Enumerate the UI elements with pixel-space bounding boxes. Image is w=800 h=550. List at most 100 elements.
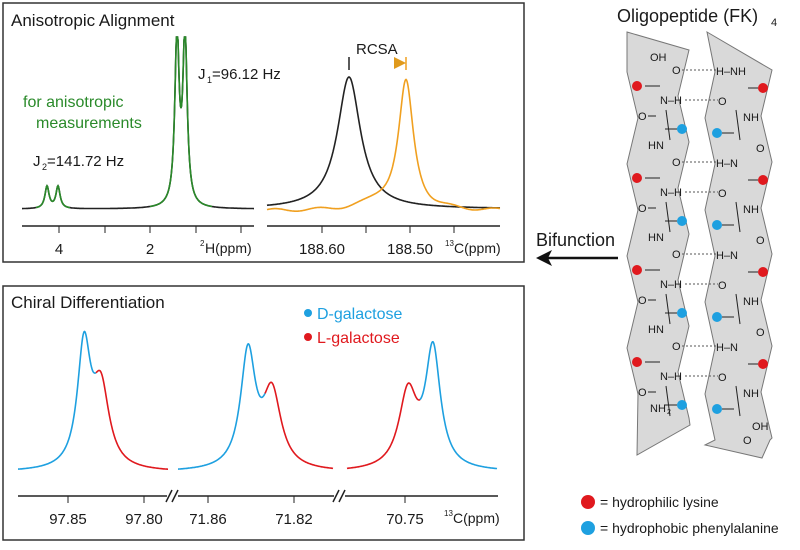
- phenylalanine-sphere: [677, 124, 687, 134]
- axis-unit: C(ppm): [453, 510, 500, 526]
- l-galactose-trace: [264, 381, 334, 470]
- j1-annotation: J 1 =96.12 Hz: [198, 66, 281, 85]
- 13c-spectrum: [266, 76, 501, 212]
- lysine-sphere: [632, 81, 642, 91]
- tick-label: 188.60: [299, 241, 345, 258]
- atom-label: N–H: [660, 187, 682, 199]
- phenylalanine-sphere: [712, 312, 722, 322]
- svg-text:J: J: [198, 66, 206, 83]
- d-galactose-trace: [419, 341, 498, 470]
- atom-label: O: [718, 280, 727, 292]
- axis-unit: H(ppm): [205, 240, 252, 256]
- axis-break-icon: [332, 489, 346, 503]
- chiral-axis: 97.85 97.80 71.86 71.82 70.75 13 C(ppm): [18, 489, 500, 528]
- atom-label: O: [638, 203, 647, 215]
- anisotropic-alignment-panel: Anisotropic Alignment for anisotropic me…: [2, 2, 525, 263]
- phenylalanine-sphere: [677, 216, 687, 226]
- tick-label: 4: [55, 241, 63, 258]
- svg-text:=96.12 Hz: =96.12 Hz: [212, 66, 281, 83]
- svg-text:1: 1: [207, 75, 212, 85]
- lysine-sphere: [758, 267, 768, 277]
- panel-title: Anisotropic Alignment: [11, 11, 175, 30]
- bond: [665, 201, 671, 233]
- phenylalanine-sphere: [712, 128, 722, 138]
- right-strand: [703, 31, 773, 459]
- atom-label: HN: [648, 232, 664, 244]
- atom-label: N–H: [660, 371, 682, 383]
- atom-label: HN: [648, 140, 664, 152]
- bond: [665, 109, 671, 141]
- legend-label: = hydrophilic lysine: [600, 494, 719, 510]
- atom-label: O: [638, 295, 647, 307]
- tick-label: 2: [146, 241, 154, 258]
- axis-unit: C(ppm): [454, 240, 501, 256]
- peptide-title: Oligopeptide (FK) 4: [617, 6, 777, 29]
- green-note-line1: for anisotropic: [23, 94, 124, 111]
- bifunction-annotation: Bifunction: [536, 230, 618, 266]
- atom-label: O: [718, 96, 727, 108]
- j2-doublet-trace: [35, 184, 70, 209]
- atom-label: O: [756, 235, 765, 247]
- arrow-head-icon: [394, 57, 406, 69]
- bond: [735, 201, 741, 233]
- atom-label: N–H: [660, 279, 682, 291]
- lysine-sphere: [632, 173, 642, 183]
- atom-label: NH 2: [650, 403, 671, 416]
- blue-dot-icon: [304, 309, 312, 317]
- bond: [665, 385, 671, 417]
- 2h-spectrum: [22, 36, 254, 210]
- atom-label: H–N: [716, 342, 738, 354]
- panel-frame: [2, 285, 525, 541]
- svg-text:Oligopeptide (FK): Oligopeptide (FK): [617, 6, 758, 26]
- atom-label: O: [718, 188, 727, 200]
- lysine-sphere: [758, 83, 768, 93]
- svg-text:13: 13: [444, 509, 453, 518]
- phenylalanine-sphere: [677, 308, 687, 318]
- atom-label: O: [672, 341, 681, 353]
- tick-label: 97.80: [125, 511, 163, 528]
- lysine-sphere: [632, 265, 642, 275]
- bond: [665, 293, 671, 325]
- atom-label: O: [743, 435, 752, 447]
- atom-label: O: [756, 327, 765, 339]
- tick-label: 188.50: [387, 241, 433, 258]
- atom-label: N–H: [660, 95, 682, 107]
- j1-doublet-trace: [149, 36, 213, 208]
- legend-label: L-galactose: [317, 330, 400, 347]
- atom-label: O: [756, 143, 765, 155]
- phenylalanine-sphere: [712, 220, 722, 230]
- enantiomer-legend: D-galactose L-galactose: [304, 306, 402, 347]
- j2-annotation: J 2 =141.72 Hz: [33, 153, 124, 172]
- red-dot-icon: [304, 333, 312, 341]
- panel-title: Chiral Differentiation: [11, 293, 165, 312]
- anisotropic-trace: [266, 78, 501, 212]
- atom-label: O: [638, 111, 647, 123]
- atom-label: O: [718, 372, 727, 384]
- 2h-axis: 4 2 2 H(ppm): [22, 225, 254, 258]
- phenylalanine-sphere: [677, 400, 687, 410]
- svg-text:RCSA: RCSA: [356, 41, 398, 58]
- atom-label: NH: [743, 204, 759, 216]
- chiral-differentiation-panel: Chiral Differentiation D-galactose L-gal…: [2, 285, 525, 541]
- bond: [735, 109, 741, 141]
- l-galactose-trace: [95, 369, 168, 470]
- blue-sphere-icon: [581, 521, 595, 535]
- arrow-left-icon: [536, 250, 552, 266]
- svg-text:J: J: [33, 153, 41, 170]
- green-note-line2: measurements: [36, 115, 142, 132]
- bifunction-label: Bifunction: [536, 230, 615, 250]
- tick-label: 70.75: [386, 511, 424, 528]
- atom-label: NH: [743, 296, 759, 308]
- d-galactose-trace: [18, 330, 97, 470]
- svg-text:NH: NH: [650, 403, 666, 415]
- rcsa-annotation: RCSA: [348, 41, 407, 70]
- atom-label: NH: [743, 112, 759, 124]
- panel-frame: [2, 2, 525, 263]
- atom-label: O: [672, 157, 681, 169]
- d-galactose-trace: [178, 343, 266, 470]
- svg-text:=141.72 Hz: =141.72 Hz: [47, 153, 124, 170]
- svg-text:4: 4: [771, 17, 777, 29]
